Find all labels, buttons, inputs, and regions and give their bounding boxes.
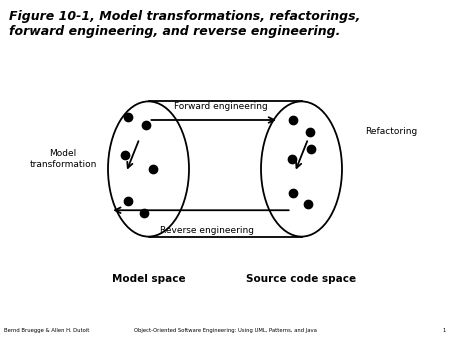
Text: Refactoring: Refactoring (365, 127, 418, 136)
Text: Object-Oriented Software Engineering: Using UML, Patterns, and Java: Object-Oriented Software Engineering: Us… (134, 328, 316, 333)
Text: Model space: Model space (112, 274, 185, 284)
Text: Figure 10-1, Model transformations, refactorings,
forward engineering, and rever: Figure 10-1, Model transformations, refa… (9, 10, 360, 38)
Text: Model
transformation: Model transformation (29, 149, 97, 169)
Text: 1: 1 (442, 328, 446, 333)
Text: Source code space: Source code space (247, 274, 356, 284)
Text: Reverse engineering: Reverse engineering (160, 226, 254, 235)
Text: Forward engineering: Forward engineering (174, 102, 267, 111)
Text: Bernd Bruegge & Allen H. Dutoit: Bernd Bruegge & Allen H. Dutoit (4, 328, 90, 333)
Ellipse shape (261, 101, 342, 237)
Ellipse shape (108, 101, 189, 237)
